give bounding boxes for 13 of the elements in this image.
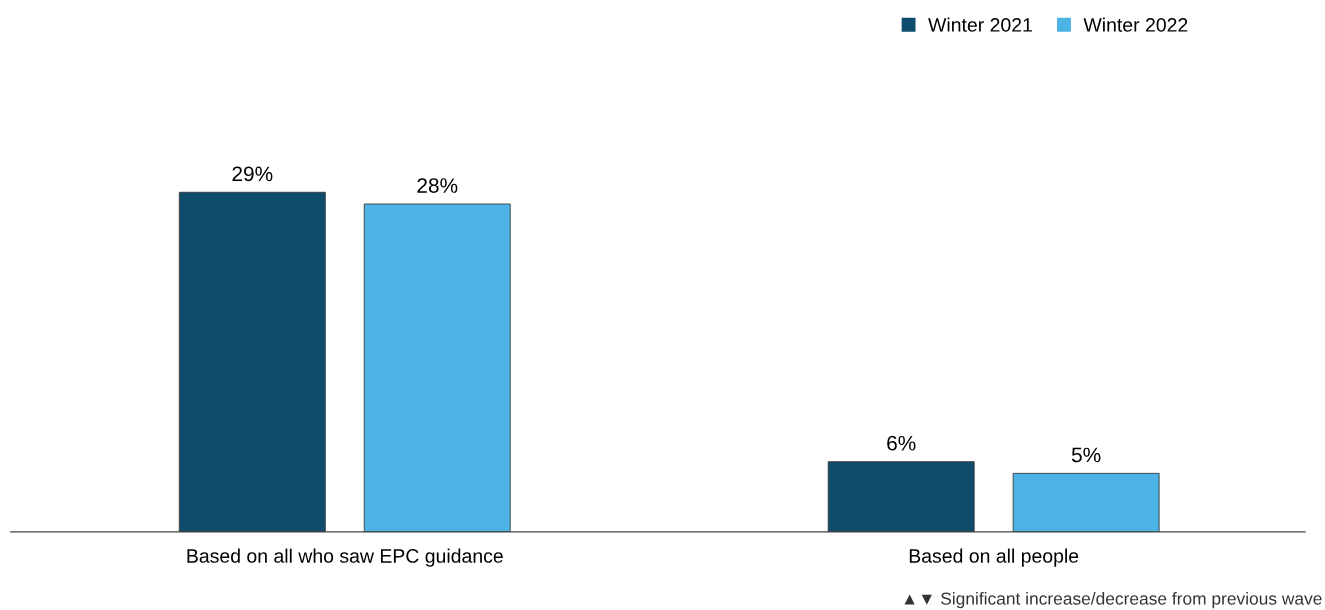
- x-tick-label: Based on all who saw EPC guidance: [187, 548, 503, 567]
- bar: [827, 461, 975, 532]
- bar: [1012, 472, 1160, 532]
- bar: [178, 191, 326, 532]
- legend-label: Winter 2022: [1083, 17, 1188, 32]
- x-tick-label: Based on all people: [909, 548, 1079, 567]
- data-label: 28%: [417, 178, 458, 193]
- legend-label: Winter 2021: [928, 17, 1032, 32]
- data-label: 29%: [232, 166, 273, 182]
- data-label: 5%: [1071, 447, 1101, 463]
- text: ▲▼ Significant increase/decrease from previous wave: [904, 591, 1322, 609]
- bar: [363, 203, 511, 532]
- data-label: 6%: [887, 435, 916, 451]
